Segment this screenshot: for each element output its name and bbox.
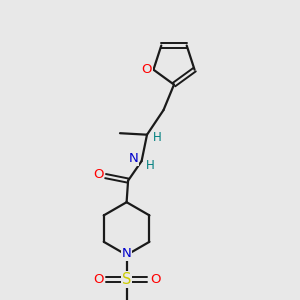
Text: N: N — [122, 247, 131, 260]
Text: H: H — [146, 159, 154, 172]
Text: N: N — [128, 152, 138, 165]
Text: O: O — [150, 273, 160, 286]
Text: S: S — [122, 272, 131, 287]
Text: O: O — [93, 273, 103, 286]
Text: O: O — [93, 168, 103, 181]
Text: O: O — [142, 63, 152, 76]
Text: H: H — [153, 131, 162, 144]
